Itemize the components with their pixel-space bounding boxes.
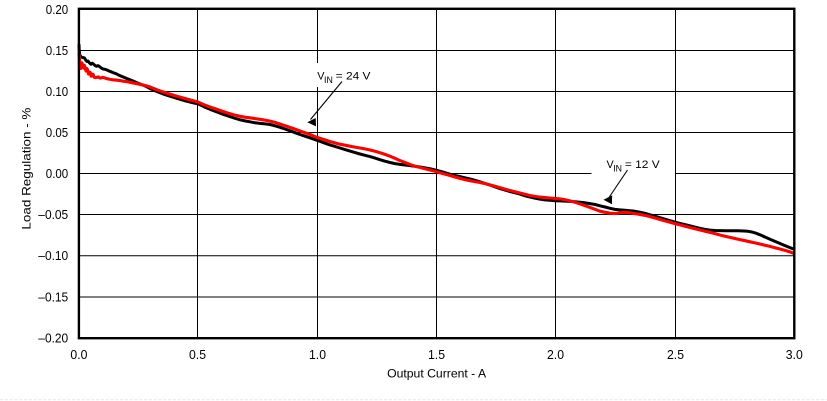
- svg-text:0.5: 0.5: [189, 348, 206, 362]
- svg-text:IN: IN: [324, 75, 333, 85]
- svg-text:IN: IN: [613, 164, 622, 174]
- svg-text:0.0: 0.0: [70, 348, 87, 362]
- svg-text:0.05: 0.05: [46, 126, 68, 140]
- svg-text:1.0: 1.0: [309, 348, 326, 362]
- svg-text:V: V: [607, 159, 615, 171]
- svg-text:–0.10: –0.10: [38, 249, 68, 263]
- svg-text:Load Regulation - %: Load Regulation - %: [20, 107, 34, 229]
- svg-text:0.15: 0.15: [46, 44, 68, 58]
- svg-text:–0.15: –0.15: [38, 290, 68, 304]
- svg-text:V: V: [317, 71, 325, 83]
- svg-text:3.0: 3.0: [786, 348, 803, 362]
- svg-text:0.00: 0.00: [46, 167, 68, 181]
- svg-text:0.20: 0.20: [46, 3, 68, 17]
- svg-text:–0.05: –0.05: [38, 208, 68, 222]
- svg-text:= 24 V: = 24 V: [336, 71, 372, 83]
- svg-text:0.10: 0.10: [46, 85, 68, 99]
- svg-text:–0.20: –0.20: [38, 332, 68, 346]
- svg-text:2.5: 2.5: [667, 348, 684, 362]
- svg-text:Output Current - A: Output Current - A: [387, 366, 486, 380]
- svg-text:1.5: 1.5: [428, 348, 445, 362]
- svg-text:= 12 V: = 12 V: [625, 159, 661, 171]
- svg-text:2.0: 2.0: [547, 348, 564, 362]
